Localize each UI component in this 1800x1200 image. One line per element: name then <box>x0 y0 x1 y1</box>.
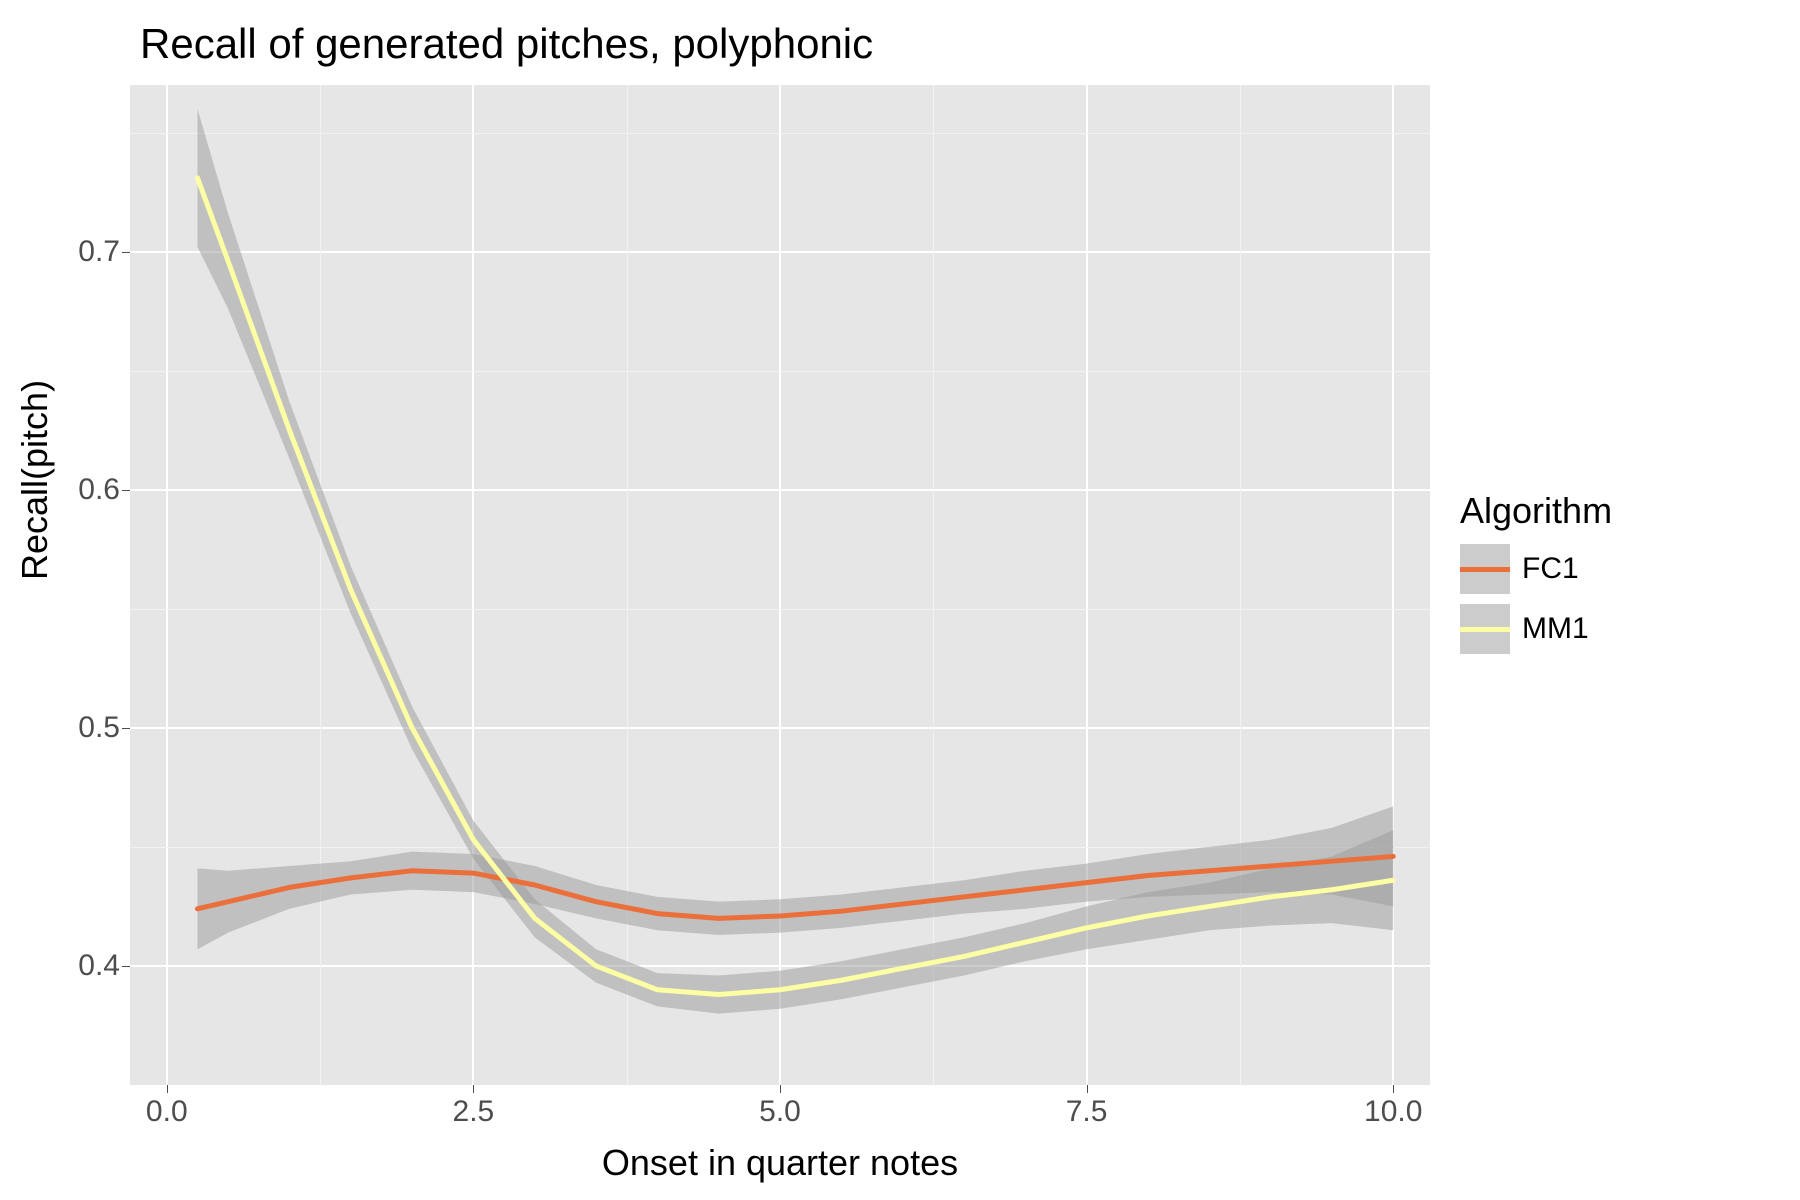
legend-item: FC1 <box>1460 544 1612 594</box>
y-tick-label: 0.4 <box>78 949 120 983</box>
legend: Algorithm FC1 MM1 <box>1460 490 1612 664</box>
y-tick-mark <box>122 728 130 729</box>
legend-label: FC1 <box>1522 552 1579 586</box>
x-tick-label: 10.0 <box>1364 1095 1422 1129</box>
x-axis-label: Onset in quarter notes <box>602 1142 958 1184</box>
y-tick-label: 0.6 <box>78 473 120 507</box>
y-axis-label: Recall(pitch) <box>14 380 56 580</box>
x-tick-label: 0.0 <box>146 1095 188 1129</box>
legend-swatch-line <box>1460 567 1510 572</box>
legend-swatch <box>1460 604 1510 654</box>
y-tick-mark <box>122 490 130 491</box>
plot-svg <box>130 85 1430 1085</box>
legend-swatch <box>1460 544 1510 594</box>
x-tick-mark <box>780 1085 781 1093</box>
legend-items: FC1 MM1 <box>1460 544 1612 654</box>
chart-title: Recall of generated pitches, polyphonic <box>140 20 873 68</box>
y-tick-label: 0.7 <box>78 235 120 269</box>
x-tick-mark <box>167 1085 168 1093</box>
plot-area <box>130 85 1430 1085</box>
x-tick-label: 5.0 <box>759 1095 801 1129</box>
y-tick-mark <box>122 252 130 253</box>
x-tick-label: 7.5 <box>1066 1095 1108 1129</box>
legend-item: MM1 <box>1460 604 1612 654</box>
y-tick-label: 0.5 <box>78 711 120 745</box>
legend-title: Algorithm <box>1460 490 1612 532</box>
x-tick-mark <box>473 1085 474 1093</box>
x-tick-label: 2.5 <box>453 1095 495 1129</box>
y-tick-mark <box>122 966 130 967</box>
legend-label: MM1 <box>1522 612 1589 646</box>
x-tick-mark <box>1393 1085 1394 1093</box>
chart-container: Recall of generated pitches, polyphonic … <box>0 0 1800 1200</box>
legend-swatch-line <box>1460 627 1510 632</box>
x-tick-mark <box>1087 1085 1088 1093</box>
